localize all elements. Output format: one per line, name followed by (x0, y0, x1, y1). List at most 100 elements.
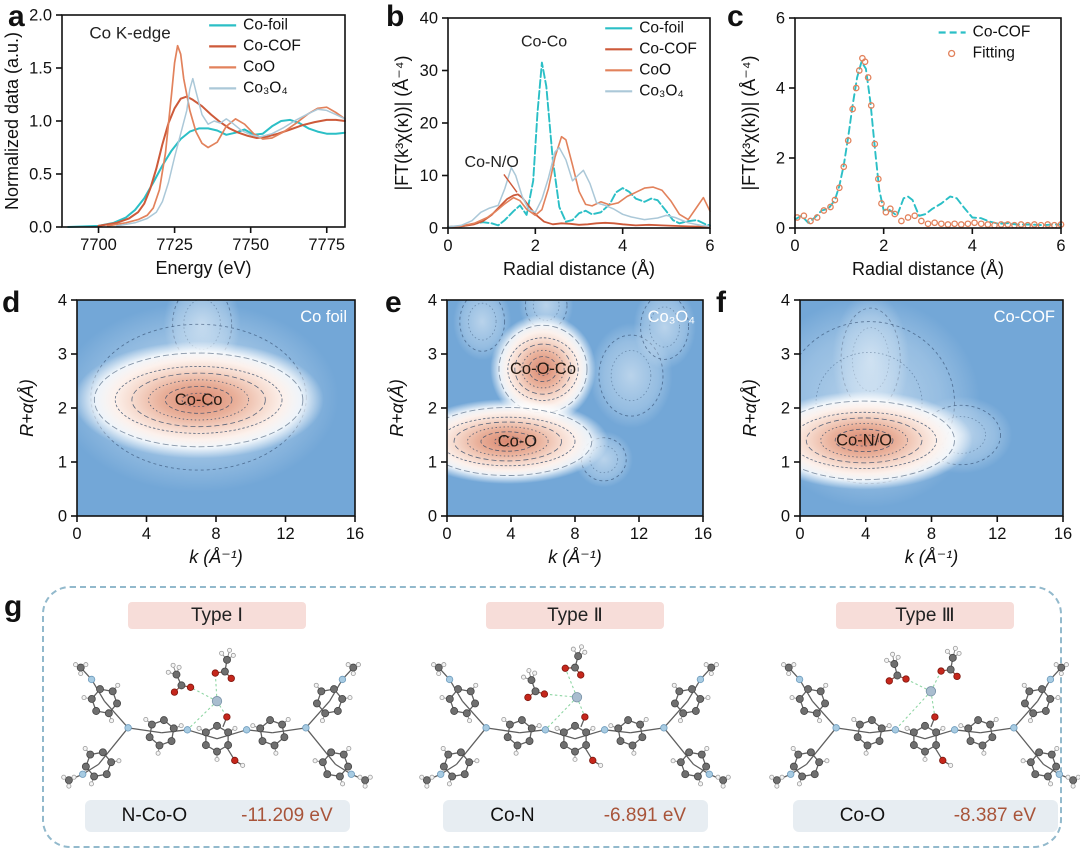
type-1-result: N-Co-O -11.209 eV (85, 800, 350, 832)
svg-text:0: 0 (428, 508, 437, 526)
svg-text:Co foil: Co foil (300, 308, 347, 326)
svg-text:2: 2 (776, 150, 785, 168)
type-2-badge: Type Ⅱ (486, 602, 664, 629)
svg-text:4: 4 (968, 237, 977, 255)
svg-text:0: 0 (429, 220, 438, 238)
panel-letter-b: b (386, 0, 405, 33)
svg-text:Co-N/O: Co-N/O (836, 431, 892, 449)
svg-text:1.5: 1.5 (29, 60, 52, 78)
svg-text:Co-N/O: Co-N/O (465, 154, 519, 171)
svg-text:0: 0 (790, 237, 799, 255)
svg-text:7725: 7725 (156, 236, 193, 254)
svg-text:16: 16 (346, 525, 364, 543)
svg-text:0: 0 (442, 525, 451, 543)
svg-text:Co-COF: Co-COF (639, 40, 697, 57)
svg-text:4: 4 (781, 292, 790, 310)
svg-text:40: 40 (420, 10, 438, 28)
svg-text:30: 30 (420, 62, 438, 80)
svg-text:3: 3 (428, 346, 437, 364)
type-3-badge: Type Ⅲ (836, 602, 1014, 629)
svg-text:6: 6 (1056, 237, 1065, 255)
svg-text:1: 1 (781, 454, 790, 472)
svg-text:2: 2 (531, 237, 540, 255)
svg-text:4: 4 (861, 525, 870, 543)
svg-text:6: 6 (776, 10, 785, 28)
panel-letter-d: d (2, 286, 21, 319)
svg-text:Co K-edge: Co K-edge (89, 23, 170, 42)
svg-text:R+α(Å): R+α(Å) (740, 379, 760, 437)
svg-text:8: 8 (211, 525, 220, 543)
svg-text:0: 0 (58, 508, 67, 526)
type-3-result: Co-O -8.387 eV (793, 800, 1058, 832)
svg-text:0.0: 0.0 (29, 219, 52, 237)
svg-text:Normalized data (a.u.): Normalized data (a.u.) (2, 32, 22, 210)
svg-text:12: 12 (276, 525, 294, 543)
svg-text:4: 4 (776, 80, 785, 98)
svg-text:3: 3 (58, 346, 67, 364)
svg-text:7750: 7750 (232, 236, 269, 254)
type-1-bond-label: N-Co-O (121, 805, 188, 826)
svg-text:|FT(k³χ(k))| (Å⁻⁴): |FT(k³χ(k))| (Å⁻⁴) (739, 56, 759, 191)
svg-text:Co-foil: Co-foil (639, 19, 684, 36)
svg-text:2.0: 2.0 (29, 7, 52, 25)
svg-text:6: 6 (705, 237, 714, 255)
svg-text:k (Å⁻¹): k (Å⁻¹) (548, 547, 602, 567)
svg-text:1.0: 1.0 (29, 113, 52, 131)
svg-text:0.5: 0.5 (29, 166, 52, 184)
svg-text:2: 2 (58, 400, 67, 418)
type-2-bond-label: Co-N (490, 805, 535, 826)
svg-text:Co₃O₄: Co₃O₄ (243, 79, 288, 96)
panel-letter-g: g (4, 590, 23, 623)
svg-text:Co₃O₄: Co₃O₄ (648, 308, 696, 326)
svg-text:k (Å⁻¹): k (Å⁻¹) (905, 547, 959, 567)
svg-text:12: 12 (988, 525, 1006, 543)
svg-text:7775: 7775 (308, 236, 345, 254)
panel-g-dashed-box (42, 586, 1062, 848)
svg-text:R+α(Å): R+α(Å) (17, 379, 37, 437)
svg-text:Radial distance (Å): Radial distance (Å) (503, 259, 655, 279)
svg-text:R+α(Å): R+α(Å) (387, 379, 407, 437)
svg-text:8: 8 (570, 525, 579, 543)
svg-text:0: 0 (776, 220, 785, 238)
svg-text:0: 0 (781, 508, 790, 526)
type-2-title: Type Ⅱ (547, 605, 603, 626)
svg-text:|FT(k³χ(κ))| (Å⁻⁴): |FT(k³χ(κ))| (Å⁻⁴) (392, 56, 412, 191)
svg-text:4: 4 (506, 525, 515, 543)
svg-text:20: 20 (420, 115, 438, 133)
panel-letter-f: f (716, 286, 726, 319)
type-1-badge: Type Ⅰ (128, 602, 306, 629)
svg-text:Co-Co: Co-Co (521, 33, 567, 50)
svg-text:16: 16 (694, 525, 712, 543)
svg-text:2: 2 (879, 237, 888, 255)
svg-text:1: 1 (58, 454, 67, 472)
svg-text:Fitting: Fitting (973, 45, 1015, 62)
svg-text:Energy (eV): Energy (eV) (155, 258, 251, 278)
svg-text:0: 0 (72, 525, 81, 543)
svg-text:Radial distance (Å): Radial distance (Å) (852, 259, 1004, 279)
type-2-result: Co-N -6.891 eV (443, 800, 708, 832)
ft-exafs-spectra-chart: Co-Co Co-N/O Co-foil Co-COF CoO Co₃O₄ 0 2 4 6 0 10 2… (392, 10, 715, 280)
type-2-energy-value: -6.891 eV (603, 805, 687, 826)
molecule-structure-type-3 (769, 645, 1080, 789)
svg-text:2: 2 (781, 400, 790, 418)
molecule-structure-type-2 (419, 644, 731, 789)
svg-text:16: 16 (1054, 525, 1072, 543)
xanes-spectra-chart: Co K-edge Co-foil Co-COF CoO Co₃O₄ 7700 7725 77… (2, 7, 346, 278)
panel-letter-c: c (727, 0, 744, 33)
svg-text:0: 0 (795, 525, 804, 543)
svg-text:Co-O-Co: Co-O-Co (510, 360, 576, 378)
svg-text:Co₃O₄: Co₃O₄ (639, 82, 684, 99)
svg-text:CoO: CoO (243, 58, 275, 75)
svg-text:Co-O: Co-O (498, 432, 538, 450)
svg-text:1: 1 (428, 454, 437, 472)
panel-letter-e: e (385, 286, 402, 319)
svg-text:4: 4 (142, 525, 151, 543)
panel-letter-a: a (8, 0, 25, 33)
svg-text:4: 4 (428, 292, 437, 310)
svg-text:7700: 7700 (80, 236, 117, 254)
svg-text:Co-foil: Co-foil (243, 16, 288, 33)
